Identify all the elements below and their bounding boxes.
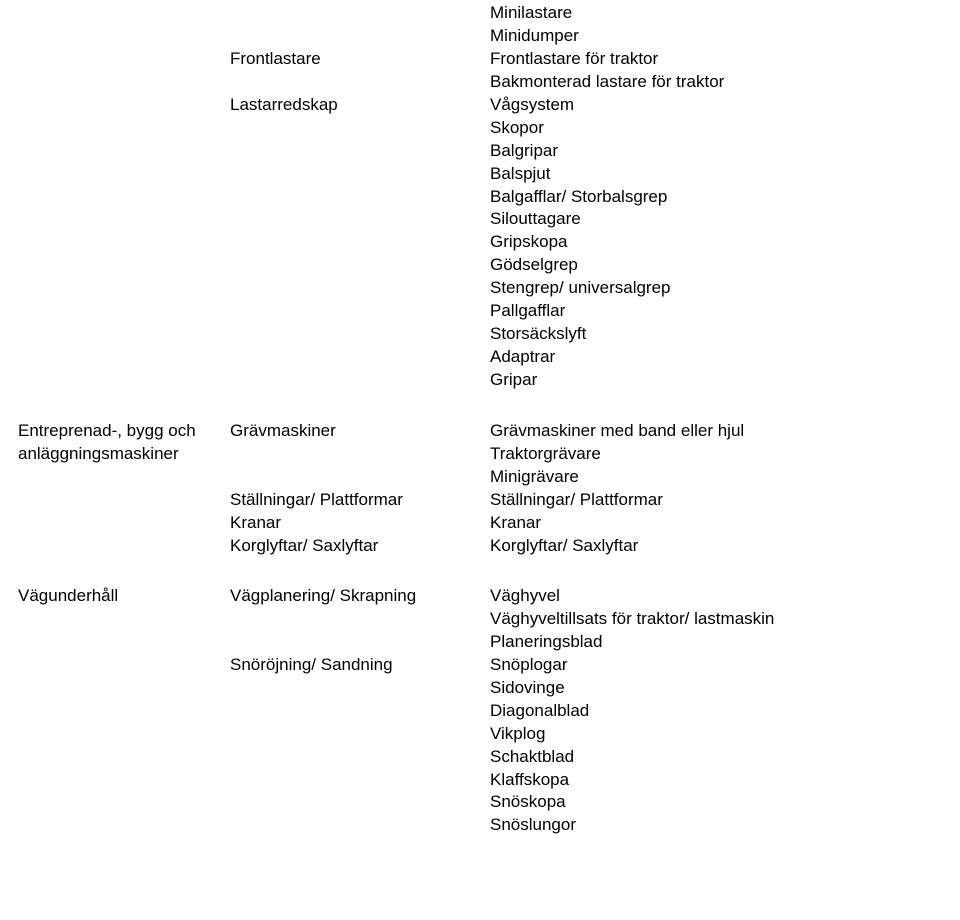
text-line: Diagonalblad [490, 700, 940, 723]
text-line: Entreprenad-, bygg och [18, 420, 228, 443]
text-line: Gripskopa [490, 231, 940, 254]
text-line: Grävmaskiner med band eller hjul [490, 420, 940, 443]
text-line: Väghyvel [490, 585, 940, 608]
text-line: Stengrep/ universalgrep [490, 277, 940, 300]
text-line: Snöröjning/ Sandning [230, 654, 460, 677]
text-line: Kranar [490, 512, 940, 535]
page: Frontlastare Lastarredskap MinilastareMi… [0, 0, 960, 920]
text-line: Storsäckslyft [490, 323, 940, 346]
text-line: Pallgafflar [490, 300, 940, 323]
section2-col3: Grävmaskiner med band eller hjulTraktorg… [490, 420, 940, 558]
text-line [230, 466, 460, 489]
text-line: Snöskopa [490, 791, 940, 814]
text-line: Vägplanering/ Skrapning [230, 585, 460, 608]
text-line: Minigrävare [490, 466, 940, 489]
text-line: Vägunderhåll [18, 585, 228, 608]
text-line: anläggningsmaskiner [18, 443, 228, 466]
text-line: Minilastare [490, 2, 940, 25]
text-line [230, 631, 460, 654]
section3-col3: VäghyvelVäghyveltillsats för traktor/ la… [490, 585, 940, 837]
text-line: Planeringsblad [490, 631, 940, 654]
text-line: Kranar [230, 512, 460, 535]
text-line [230, 71, 460, 94]
text-line: Minidumper [490, 25, 940, 48]
text-line: Ställningar/ Plattformar [230, 489, 460, 512]
section2-col1: Entreprenad-, bygg ochanläggningsmaskine… [18, 420, 228, 466]
text-line: Frontlastare för traktor [490, 48, 940, 71]
text-line: Ställningar/ Plattformar [490, 489, 940, 512]
text-line: Gripar [490, 369, 940, 392]
text-line: Snöslungor [490, 814, 940, 837]
text-line [230, 443, 460, 466]
section1-col3: MinilastareMinidumperFrontlastare för tr… [490, 2, 940, 392]
text-line: Bakmonterad lastare för traktor [490, 71, 940, 94]
text-line: Vågsystem [490, 94, 940, 117]
text-line: Frontlastare [230, 48, 460, 71]
text-line [230, 608, 460, 631]
text-line: Korglyftar/ Saxlyftar [230, 535, 460, 558]
section2-col2: Grävmaskiner Ställningar/ PlattformarKra… [230, 420, 460, 558]
text-line: Schaktblad [490, 746, 940, 769]
text-line: Grävmaskiner [230, 420, 460, 443]
text-line: Vikplog [490, 723, 940, 746]
text-line: Snöplogar [490, 654, 940, 677]
text-line: Korglyftar/ Saxlyftar [490, 535, 940, 558]
text-line: Balgafflar/ Storbalsgrep [490, 186, 940, 209]
text-line: Klaffskopa [490, 769, 940, 792]
text-line: Sidovinge [490, 677, 940, 700]
section1-col2: Frontlastare Lastarredskap [230, 48, 460, 117]
text-line: Lastarredskap [230, 94, 460, 117]
section3-col2: Vägplanering/ Skrapning Snöröjning/ Sand… [230, 585, 460, 677]
text-line: Balgripar [490, 140, 940, 163]
text-line: Silouttagare [490, 208, 940, 231]
section3-col1: Vägunderhåll [18, 585, 228, 608]
text-line: Balspjut [490, 163, 940, 186]
text-line: Gödselgrep [490, 254, 940, 277]
text-line: Väghyveltillsats för traktor/ lastmaskin [490, 608, 940, 631]
text-line: Adaptrar [490, 346, 940, 369]
text-line: Skopor [490, 117, 940, 140]
text-line: Traktorgrävare [490, 443, 940, 466]
